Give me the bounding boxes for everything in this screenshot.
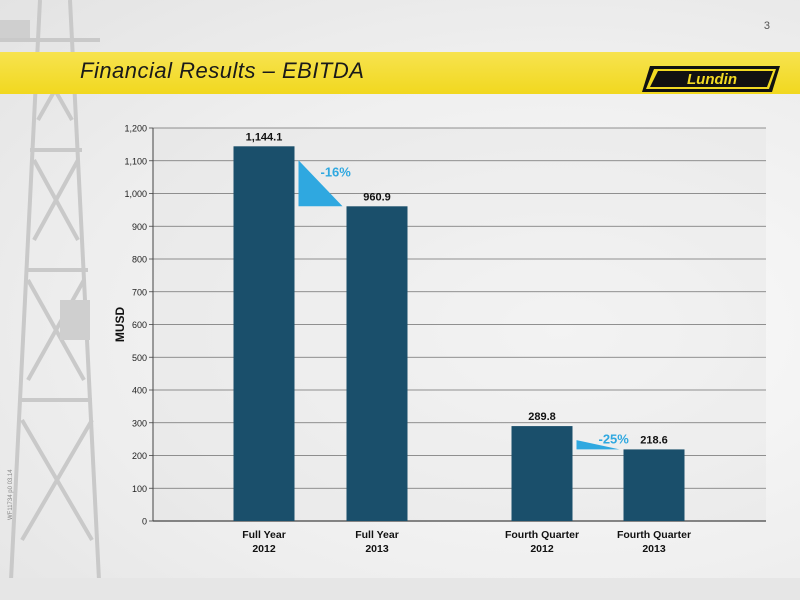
x-tick-label: Full Year [355, 529, 399, 541]
logo-text: Lundin [687, 71, 737, 88]
x-tick-label: Full Year [242, 529, 286, 541]
y-axis-label: MUSD [113, 307, 127, 343]
x-tick-label: 2013 [365, 543, 389, 555]
bar-value-label: 1,144.1 [246, 131, 283, 143]
y-tick-label: 100 [132, 484, 147, 494]
y-tick-label: 200 [132, 451, 147, 461]
change-label: -25% [599, 431, 630, 446]
y-tick-label: 1,100 [124, 156, 147, 166]
bar [511, 426, 573, 521]
y-tick-label: 500 [132, 353, 147, 363]
slide-title: Financial Results – EBITDA [80, 58, 365, 83]
x-tick-label: Fourth Quarter [505, 529, 579, 541]
change-label: -16% [321, 164, 352, 179]
bar [346, 206, 408, 522]
decrease-triangle [576, 440, 620, 450]
y-tick-label: 300 [132, 418, 147, 428]
x-tick-label: 2013 [642, 543, 666, 555]
y-tick-label: 600 [132, 320, 147, 330]
footer-band [0, 578, 800, 600]
bar-value-label: 289.8 [528, 411, 556, 423]
y-tick-label: 900 [132, 222, 147, 232]
y-tick-label: 400 [132, 386, 147, 396]
x-tick-label: 2012 [530, 543, 554, 555]
decrease-triangle [298, 160, 343, 207]
y-tick-label: 0 [142, 517, 147, 527]
bar [233, 146, 295, 521]
x-tick-label: 2012 [252, 543, 276, 555]
x-tick-label: Fourth Quarter [617, 529, 691, 541]
document-code: WF11734 p0 03.14 [8, 469, 14, 520]
bar [623, 449, 685, 521]
page-number: 3 [763, 20, 770, 32]
bar-value-label: 218.6 [640, 434, 668, 446]
y-tick-label: 700 [132, 287, 147, 297]
y-tick-label: 800 [132, 255, 147, 265]
bar-value-label: 960.9 [363, 191, 391, 203]
lundin-logo: Lundin [642, 66, 780, 92]
y-tick-label: 1,200 [124, 124, 147, 134]
y-tick-label: 1,000 [124, 189, 147, 199]
